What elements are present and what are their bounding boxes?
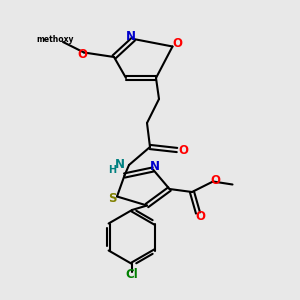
Text: O: O [195, 209, 206, 223]
Text: O: O [172, 37, 182, 50]
Text: N: N [115, 158, 125, 171]
Text: O: O [210, 173, 220, 187]
Text: methoxy: methoxy [37, 34, 74, 43]
Text: O: O [178, 143, 188, 157]
Text: N: N [149, 160, 160, 173]
Text: S: S [108, 192, 117, 205]
Text: Cl: Cl [126, 268, 138, 281]
Text: H: H [108, 165, 117, 176]
Text: O: O [77, 47, 88, 61]
Text: N: N [125, 29, 136, 43]
